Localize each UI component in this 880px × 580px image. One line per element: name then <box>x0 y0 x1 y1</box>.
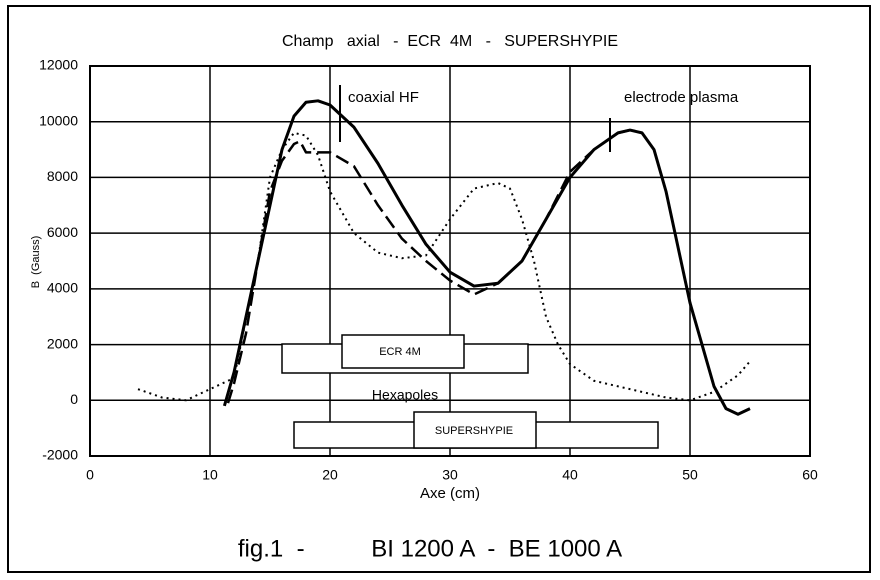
x-tick-label: 50 <box>682 467 698 483</box>
y-tick-label: 10000 <box>39 112 78 128</box>
annotation: coaxial HF <box>348 89 419 106</box>
x-tick-label: 20 <box>322 467 338 483</box>
y-tick-label: 4000 <box>47 280 78 296</box>
data-line <box>137 131 751 402</box>
annotation: ECR 4M <box>379 346 421 358</box>
y-tick-label: -2000 <box>42 447 78 463</box>
annotation: Hexapoles <box>372 387 438 403</box>
frame <box>7 5 871 573</box>
y-tick-label: 2000 <box>47 335 78 351</box>
x-tick-label: 0 <box>86 467 94 483</box>
supershypie-inner-box <box>413 411 537 449</box>
y-tick-label: 6000 <box>47 224 78 240</box>
x-tick-label: 40 <box>562 467 578 483</box>
ecr-inner-box <box>341 334 465 369</box>
annotation: electrode plasma <box>624 89 739 106</box>
x-tick-label: 10 <box>202 467 218 483</box>
y-tick-label: 0 <box>70 391 78 407</box>
y-tick-label: 12000 <box>39 57 78 73</box>
y-tick-label: 8000 <box>47 168 78 184</box>
chart-title: Champ axial - ECR 4M - SUPERSHYPIE <box>282 33 618 50</box>
x-tick-label: 30 <box>442 467 458 483</box>
caption: fig.1 - BI 1200 A - BE 1000 A <box>238 535 622 562</box>
x-axis-label: Axe (cm) <box>420 485 480 502</box>
y-axis-label: B (Gauss) <box>30 236 42 289</box>
annotation: SUPERSHYPIE <box>435 425 513 437</box>
x-tick-label: 60 <box>802 467 818 483</box>
data-line <box>226 128 631 404</box>
